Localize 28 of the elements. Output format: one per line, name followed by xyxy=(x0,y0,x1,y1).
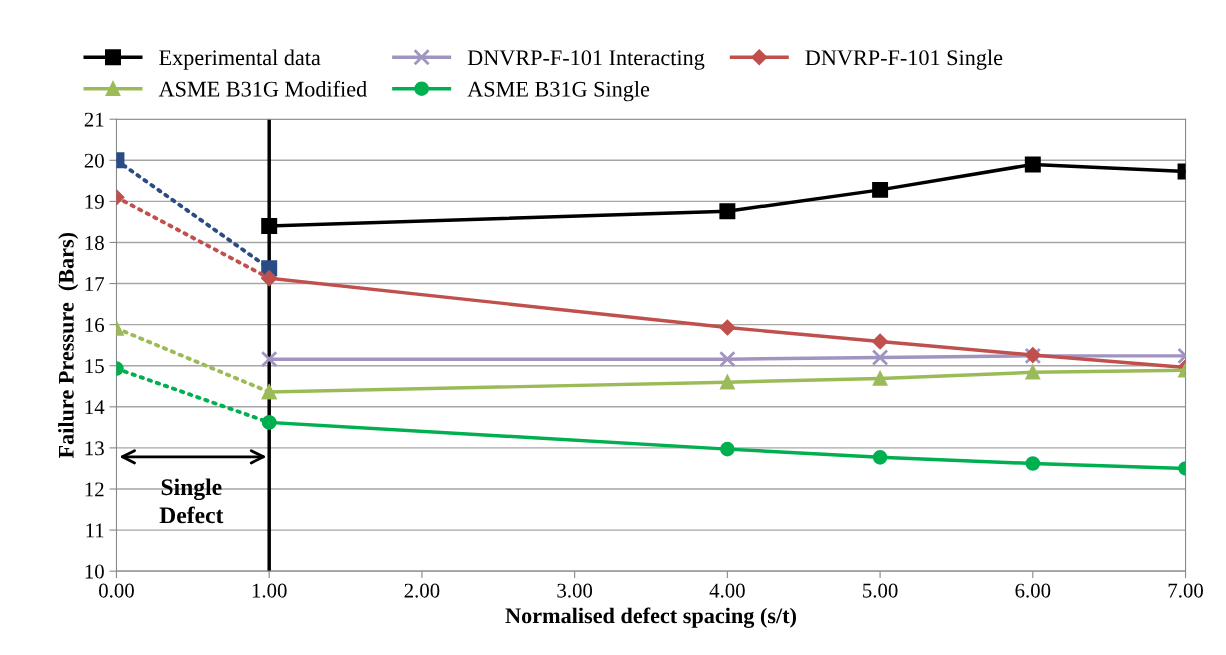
y-tick-label: 16 xyxy=(85,318,105,333)
y-tick-label: 14 xyxy=(85,400,105,415)
y-tick-label: 15 xyxy=(85,359,104,374)
legend-label: DNVRP-F-101 Interacting xyxy=(467,50,705,70)
legend-label: ASME B31G Single xyxy=(467,81,650,102)
x-axis-title: Normalised defect spacing (s/t) xyxy=(505,607,796,628)
annotation: Single Defect xyxy=(159,478,224,524)
x-tick-label: 1.00 xyxy=(252,583,287,598)
x-tick-label: 7.00 xyxy=(1168,583,1203,598)
x-tick-label: 2.00 xyxy=(404,583,440,598)
x-tick-label: 5.00 xyxy=(863,583,898,598)
x-tick-label: 0.00 xyxy=(99,583,134,598)
x-tick-label: 3.00 xyxy=(557,583,593,598)
y-tick-label: 17 xyxy=(85,277,105,291)
y-tick-label: 21 xyxy=(84,112,104,127)
y-axis-title: Failure Pressure (Bars) xyxy=(58,232,79,459)
y-tick-label: 19 xyxy=(85,194,104,209)
x-tick-label: 6.00 xyxy=(1015,583,1051,598)
y-tick-label: 18 xyxy=(85,235,104,250)
legend-label: Experimental data xyxy=(159,49,321,70)
y-tick-label: 11 xyxy=(86,523,104,538)
y-tick-label: 13 xyxy=(85,441,104,456)
y-tick-label: 20 xyxy=(84,153,104,168)
legend-label: ASME B31G Modified xyxy=(158,80,367,97)
legend-label: DNVRP-F-101 Single xyxy=(805,49,1003,70)
y-tick-label: 12 xyxy=(85,482,104,497)
x-tick-label: 4.00 xyxy=(709,583,745,598)
y-tick-label: 10 xyxy=(85,564,104,579)
